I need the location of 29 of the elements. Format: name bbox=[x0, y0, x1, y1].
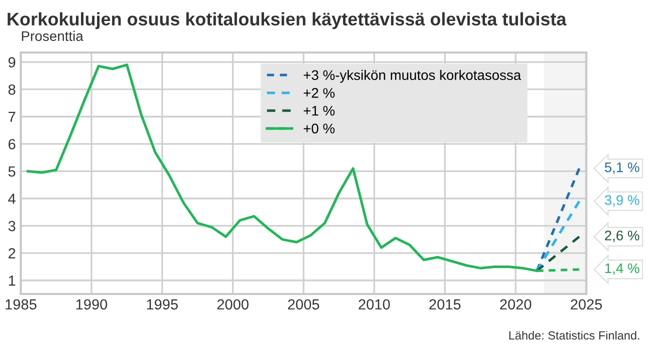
y-tick-label: 6 bbox=[8, 139, 16, 150]
text: Lähde: Statistics Finland. bbox=[509, 330, 640, 340]
chart-title: Korkokulujen osuus kotitalouksien käytettävissä olevista tuloista bbox=[8, 12, 567, 30]
data-label: 5,1 % bbox=[604, 162, 640, 174]
legend-label: +2 % bbox=[304, 88, 335, 98]
x-tick-label: 1985 bbox=[6, 299, 36, 310]
x-tick-label: 2010 bbox=[358, 299, 390, 310]
x-tick-label: 2005 bbox=[288, 299, 320, 310]
data-label: 3,9 % bbox=[604, 195, 640, 207]
y-tick-label: 4 bbox=[8, 194, 16, 204]
data-label: 2,6 % bbox=[604, 230, 640, 242]
x-tick-label: 2000 bbox=[217, 299, 249, 310]
legend-label: +1 % bbox=[304, 106, 335, 116]
legend-label: +3 %-yksikön muutos korkotasossa bbox=[304, 70, 522, 83]
y-tick-label: 1 bbox=[8, 276, 16, 286]
x-tick-label: 2015 bbox=[429, 299, 461, 310]
y-axis-title: Prosenttia bbox=[22, 30, 84, 42]
x-tick-label: 1995 bbox=[147, 299, 178, 310]
data-label: 1,4 % bbox=[605, 263, 640, 275]
y-tick-label: 8 bbox=[8, 84, 16, 95]
y-tick-label: 9 bbox=[8, 57, 16, 68]
x-tick-label: 2020 bbox=[500, 299, 532, 310]
y-tick-label: 5 bbox=[8, 166, 16, 177]
x-tick-label: 2025 bbox=[570, 299, 602, 310]
y-tick-label: 2 bbox=[8, 248, 16, 258]
y-tick-label: 7 bbox=[8, 112, 16, 122]
y-tick-label: 3 bbox=[8, 220, 16, 232]
legend-label: +0 % bbox=[304, 124, 335, 134]
x-tick-label: 1990 bbox=[76, 299, 108, 310]
